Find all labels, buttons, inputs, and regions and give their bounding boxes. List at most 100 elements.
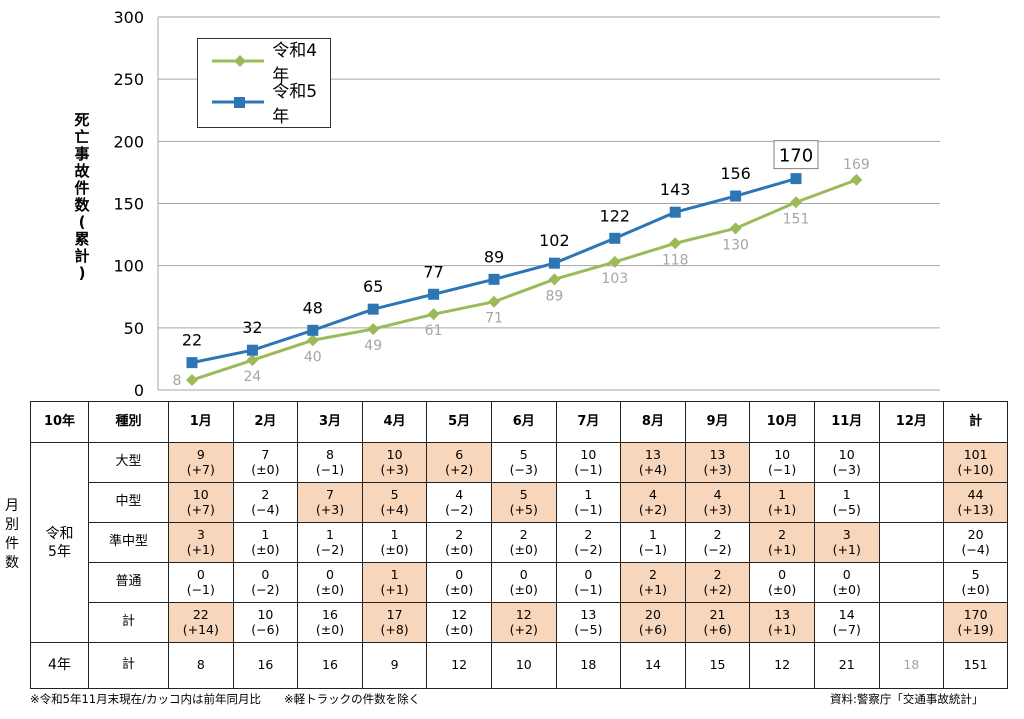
table-cell: 44 (+13)	[943, 482, 1009, 523]
data-point-square	[548, 257, 560, 269]
table-header-cell: 8月	[620, 401, 686, 443]
table-cell: 0 (±0)	[490, 562, 557, 603]
table-cell: 20 (+6)	[620, 602, 686, 643]
group-label-cell: 4年	[30, 642, 89, 689]
data-label: 89	[545, 288, 563, 304]
data-point-diamond	[729, 222, 742, 235]
table-cell: 1 (−2)	[297, 522, 363, 563]
table-cell: 5 (±0)	[943, 562, 1009, 603]
table-header-cell: 3月	[297, 401, 363, 443]
table-cell: 12 (±0)	[426, 602, 492, 643]
table-cell: 21 (+6)	[684, 602, 751, 643]
y-tick-label: 0	[134, 381, 144, 400]
table-cell: 13 (+1)	[749, 602, 815, 643]
data-point-diamond	[790, 196, 802, 209]
monthly-table: 10年 種別 1月 2月 3月 4月 5月 6月 7月 8月 9月 10月 11月 12月計 令和 5年大…	[30, 401, 1009, 689]
side-label: 月別件数	[2, 497, 22, 573]
table-cell: 0 (−1)	[555, 562, 622, 603]
y-axis-label-char: 数	[74, 196, 90, 214]
y-axis-label-char: 亡	[74, 128, 90, 146]
table-row: 普通 0 (−1) 0 (−2) 0 (±0) 1 (+1) 0 (±0) 0 (±0) 0 …	[31, 562, 1009, 603]
data-point-square	[186, 357, 198, 369]
y-axis-label: 死亡事故件数(累計)	[72, 112, 92, 282]
table-cell: 21	[813, 642, 880, 689]
data-point-diamond	[488, 295, 500, 308]
y-tick-label: 50	[124, 319, 144, 338]
table-cell: 4 (+2)	[620, 482, 686, 523]
data-point-diamond	[367, 323, 380, 336]
y-tick-labels: 0 50 100 150 200 250 300	[113, 8, 144, 400]
data-point-square	[428, 288, 440, 300]
row-label-cell: 準中型	[88, 522, 169, 563]
table-cell	[878, 562, 945, 603]
table-cell: 16	[232, 642, 299, 689]
table-cell: 3 (+1)	[813, 522, 880, 563]
table-cell: 9	[361, 642, 428, 689]
table-cell: 9 (+7)	[168, 442, 234, 483]
table-cell	[878, 442, 945, 483]
data-label: 48	[303, 298, 323, 317]
table-cell: 3 (+1)	[168, 522, 234, 563]
data-point-square	[730, 190, 742, 202]
table-cell: 1 (−1)	[555, 482, 622, 523]
data-label: 77	[423, 262, 443, 281]
data-point-square	[307, 324, 319, 336]
table-cell: 12	[749, 642, 815, 689]
table-row: 令和 5年 大型 9 (+7) 7 (±0) 8 (−1) 10 (+3) 6 (+2) 5 …	[30, 442, 1009, 643]
table-row: 準中型 3 (+1) 1 (±0) 1 (−2) 1 (±0) 2 (±0) 2 (±0) 2…	[31, 522, 1009, 563]
side-label-char: 月	[5, 498, 19, 514]
table-cell: 10 (+7)	[168, 482, 234, 523]
table-cell: 20 (−4)	[943, 522, 1009, 563]
table-header-cell: 10月	[749, 401, 815, 443]
table-row-prev-year: 4年計 8 16 16 9 12 10 18 14 15 12 21 18 151	[30, 642, 1009, 689]
table-cell: 10 (−3)	[813, 442, 880, 483]
data-label: 65	[363, 277, 383, 296]
data-label: 89	[484, 247, 504, 266]
data-labels: 8 24 40 49 61 71 89 103 118 130 151 169 22 32 48 65 77 89…	[173, 140, 870, 389]
data-label: 143	[660, 180, 691, 199]
table-cell: 0 (−2)	[232, 562, 299, 603]
table-cell: 7 (+3)	[297, 482, 363, 523]
data-point-square	[669, 206, 681, 218]
series-line-1	[191, 177, 797, 365]
table-header-cell: 6月	[490, 401, 557, 443]
table-cell: 7 (±0)	[232, 442, 299, 483]
table-cell: 13 (+4)	[620, 442, 686, 483]
data-label: 170	[779, 146, 813, 167]
table-header-row: 10年 種別 1月 2月 3月 4月 5月 6月 7月 8月 9月 10月 11月 12月計	[30, 401, 1009, 443]
data-point-diamond	[608, 255, 621, 268]
table-cell	[878, 602, 945, 643]
table-cell: 13 (+3)	[684, 442, 751, 483]
data-label: 156	[720, 164, 751, 183]
legend-item-r4: 令和4年	[212, 41, 330, 86]
data-point-square	[488, 273, 500, 285]
data-label: 118	[662, 252, 689, 268]
legend-label: 令和5年	[272, 82, 318, 127]
data-label: 49	[364, 338, 382, 354]
y-axis-label-char: 累	[74, 230, 90, 248]
table-cell: 16	[297, 642, 363, 689]
data-label: 151	[783, 211, 810, 227]
data-label: 22	[182, 331, 202, 350]
table-cell: 17 (+8)	[361, 602, 428, 643]
table-cell: 1 (+1)	[749, 482, 815, 523]
data-point-diamond	[306, 334, 319, 347]
table-header-cell: 種別	[88, 401, 169, 443]
table-cell: 151	[943, 642, 1009, 689]
y-axis-label-char: 死	[74, 111, 90, 129]
table-cell: 15	[684, 642, 751, 689]
data-label: 122	[600, 206, 631, 225]
data-point-diamond	[548, 273, 561, 286]
table-header-cell: 5月	[426, 401, 492, 443]
table-cell: 0 (−1)	[168, 562, 234, 603]
table-cell: 0 (±0)	[426, 562, 492, 603]
row-label-cell: 中型	[88, 482, 169, 523]
series-lines	[186, 173, 863, 387]
data-label: 40	[304, 349, 322, 365]
data-point-square	[367, 303, 379, 315]
data-point-square	[790, 173, 802, 185]
y-axis-label-char: 件	[74, 179, 90, 197]
table-cell: 1 (−5)	[813, 482, 880, 523]
data-label: 71	[485, 311, 503, 327]
data-label: 32	[242, 318, 262, 337]
